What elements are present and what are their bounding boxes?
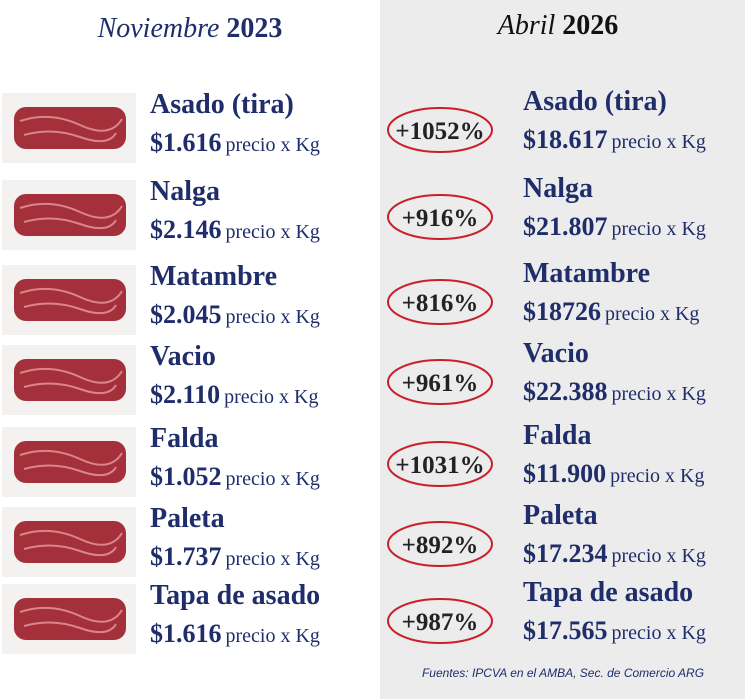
price-line-right: $11.900 precio x Kg <box>523 459 705 488</box>
unit-label: precio x Kg <box>224 386 318 408</box>
price-line: $2.110 precio x Kg <box>150 380 319 409</box>
left-month: Noviembre <box>97 13 220 44</box>
change: +987% <box>402 609 479 636</box>
price-after: $22.388 <box>523 377 608 406</box>
cut-name-right: Paleta <box>523 500 598 531</box>
price-after: $17.565 <box>523 616 608 645</box>
meat-photo <box>14 359 126 401</box>
cut-name-right: Vacio <box>523 338 589 369</box>
meat-marbling <box>19 529 123 557</box>
change-circle <box>387 279 493 325</box>
change: +1052% <box>395 118 484 145</box>
left-header: Noviembre 2023 <box>97 13 283 44</box>
change: +916% <box>402 205 479 232</box>
price-before: $1.737 <box>150 542 222 571</box>
change: +961% <box>402 370 479 397</box>
price-line: $1.616 precio x Kg <box>150 128 320 157</box>
cut-name-right: Matambre <box>523 258 650 289</box>
price-line: $1.616 precio x Kg <box>150 619 320 648</box>
unit-label: precio x Kg <box>226 625 320 647</box>
price-line-right: $18.617 precio x Kg <box>523 125 706 154</box>
unit-label: precio x Kg <box>226 306 320 328</box>
change: +1031% <box>395 452 484 479</box>
meat-marbling <box>19 287 123 315</box>
price-line-right: $17.234 precio x Kg <box>523 539 706 568</box>
price-line-right: $18726 precio x Kg <box>523 297 699 326</box>
right-header: Abril 2026 <box>496 10 619 41</box>
unit-label: precio x Kg <box>226 548 320 570</box>
cut-name-right: Asado (tira) <box>523 86 667 117</box>
price-before: $2.146 <box>150 215 222 244</box>
price-line-right: $17.565 precio x Kg <box>523 616 706 645</box>
meat-marbling <box>19 449 123 477</box>
right-month: Abril <box>496 10 556 41</box>
cut-name: Nalga <box>150 176 220 207</box>
price-before: $1.052 <box>150 462 222 491</box>
cut-name: Vacio <box>150 341 216 372</box>
cut-name: Asado (tira) <box>150 89 294 120</box>
price-after: $11.900 <box>523 459 606 488</box>
meat-photo <box>14 441 126 483</box>
price-line-right: $22.388 precio x Kg <box>523 377 706 406</box>
unit-label: precio x Kg <box>226 221 320 243</box>
meat-photo <box>14 107 126 149</box>
change: +816% <box>402 290 479 317</box>
price-after: $17.234 <box>523 539 608 568</box>
price-before: $1.616 <box>150 128 222 157</box>
meat-photo <box>14 194 126 236</box>
meat-marbling <box>19 606 123 634</box>
change: +892% <box>402 532 479 559</box>
left-year: 2023 <box>226 13 282 44</box>
meat-photo <box>14 598 126 640</box>
cut-name: Falda <box>150 423 218 454</box>
meat-photo <box>14 521 126 563</box>
price-before: $2.045 <box>150 300 222 329</box>
right-year: 2026 <box>562 10 618 41</box>
unit-label: precio x Kg <box>612 545 706 567</box>
price-after: $18726 <box>523 297 601 326</box>
change-circle <box>387 359 493 405</box>
price-line-right: $21.807 precio x Kg <box>523 212 706 241</box>
unit-label: precio x Kg <box>612 622 706 644</box>
cut-name-right: Tapa de asado <box>523 577 693 608</box>
unit-label: precio x Kg <box>612 131 706 153</box>
change-circle <box>387 521 493 567</box>
unit-label: precio x Kg <box>605 303 699 325</box>
cut-name: Matambre <box>150 261 277 292</box>
price-before: $2.110 <box>150 380 220 409</box>
price-line: $1.737 precio x Kg <box>150 542 320 571</box>
price-line: $2.146 precio x Kg <box>150 215 320 244</box>
price-after: $18.617 <box>523 125 608 154</box>
change-circle <box>387 194 493 240</box>
meat-marbling <box>19 115 123 143</box>
price-line: $2.045 precio x Kg <box>150 300 320 329</box>
unit-label: precio x Kg <box>610 465 704 487</box>
meat-photo <box>14 279 126 321</box>
unit-label: precio x Kg <box>226 134 320 156</box>
unit-label: precio x Kg <box>612 383 706 405</box>
right-panel <box>380 0 745 699</box>
cut-name-right: Falda <box>523 420 591 451</box>
cut-name-right: Nalga <box>523 173 593 204</box>
meat-marbling <box>19 367 123 395</box>
meat-marbling <box>19 202 123 230</box>
change-circle <box>387 598 493 644</box>
unit-label: precio x Kg <box>226 468 320 490</box>
price-before: $1.616 <box>150 619 222 648</box>
cut-name: Paleta <box>150 503 225 534</box>
unit-label: precio x Kg <box>612 218 706 240</box>
footer: Fuentes: IPCVA en el AMBA, Sec. de Comer… <box>422 666 704 680</box>
price-line: $1.052 precio x Kg <box>150 462 320 491</box>
change-circle <box>387 441 493 487</box>
change-circle <box>387 107 493 153</box>
cut-name: Tapa de asado <box>150 580 320 611</box>
price-after: $21.807 <box>523 212 608 241</box>
